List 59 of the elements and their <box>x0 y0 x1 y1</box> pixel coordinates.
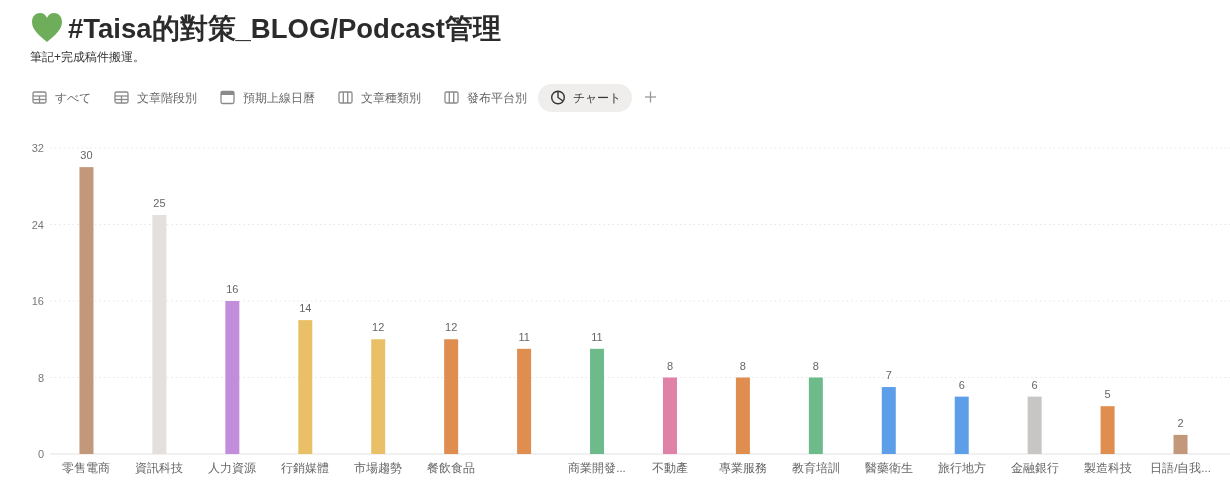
bar <box>1027 396 1042 454</box>
text: すべて <box>55 91 91 105</box>
bar <box>881 387 896 454</box>
x-tick-label: 日語/自我... <box>1150 462 1211 474</box>
y-tick-label: 0 <box>37 448 44 460</box>
text: 文章階段別 <box>137 91 197 105</box>
x-tick-label: 教育培訓 <box>791 461 840 474</box>
x-tick-label: 資訊科技 <box>135 462 184 475</box>
bar <box>954 396 969 454</box>
x-tick-label: 製造科技 <box>1083 462 1132 474</box>
bar <box>371 339 386 454</box>
text: 預期上線日曆 <box>243 91 315 105</box>
text: 發布平台別 <box>467 91 527 105</box>
data-label: 8 <box>666 359 674 372</box>
bar <box>444 339 459 454</box>
data-label: 8 <box>739 359 746 372</box>
bar <box>735 377 750 454</box>
x-tick-label: 人力資源 <box>208 462 257 475</box>
y-tick-label: 32 <box>31 142 44 154</box>
text: チャート <box>573 91 621 105</box>
x-tick-label: 餐飲食品 <box>427 462 476 474</box>
data-label: 5 <box>1104 388 1111 401</box>
x-tick-label: 專業服務 <box>718 462 767 474</box>
x-tick-label: 市場趨勢 <box>354 461 403 474</box>
x-tick-label: 行銷媒體 <box>281 462 330 474</box>
y-tick-label: 24 <box>31 218 44 231</box>
bar <box>808 377 823 454</box>
data-label: 25 <box>153 196 166 209</box>
bar <box>225 301 240 454</box>
bar <box>1173 434 1188 454</box>
data-label: 12 <box>372 321 385 334</box>
x-tick-label: 醫藥衛生 <box>864 462 913 474</box>
data-label: 30 <box>80 149 93 162</box>
x-tick-label: 旅行地方 <box>937 461 986 474</box>
text: 文章種類別 <box>361 91 421 105</box>
chart-subtitle: 筆記+完成稿件搬運。 <box>30 50 146 64</box>
bar <box>298 320 313 454</box>
bar <box>517 348 532 454</box>
bar <box>590 348 605 454</box>
x-tick-label: 不動產 <box>651 462 688 474</box>
x-tick-label: 商業開發... <box>568 461 626 474</box>
data-label: 2 <box>1177 416 1184 429</box>
x-tick-label: 金融銀行 <box>1010 462 1059 474</box>
bar <box>1100 406 1115 454</box>
data-label: 16 <box>226 283 239 295</box>
bar <box>79 167 94 454</box>
data-label: 6 <box>958 378 965 391</box>
data-label: 11 <box>518 330 530 343</box>
chart-title: #Taisa的對策_BLOG/Podcast管理 <box>68 13 501 44</box>
data-label: 8 <box>812 359 819 372</box>
data-label: 7 <box>885 369 892 382</box>
y-tick-label: 8 <box>37 371 44 384</box>
y-tick-label: 16 <box>31 295 44 307</box>
data-label: 12 <box>445 321 458 334</box>
data-label: 11 <box>591 330 603 343</box>
data-label: 6 <box>1031 378 1038 391</box>
data-label: 14 <box>299 302 312 315</box>
bar <box>662 377 677 454</box>
x-tick-label: 零售電商 <box>62 461 111 474</box>
